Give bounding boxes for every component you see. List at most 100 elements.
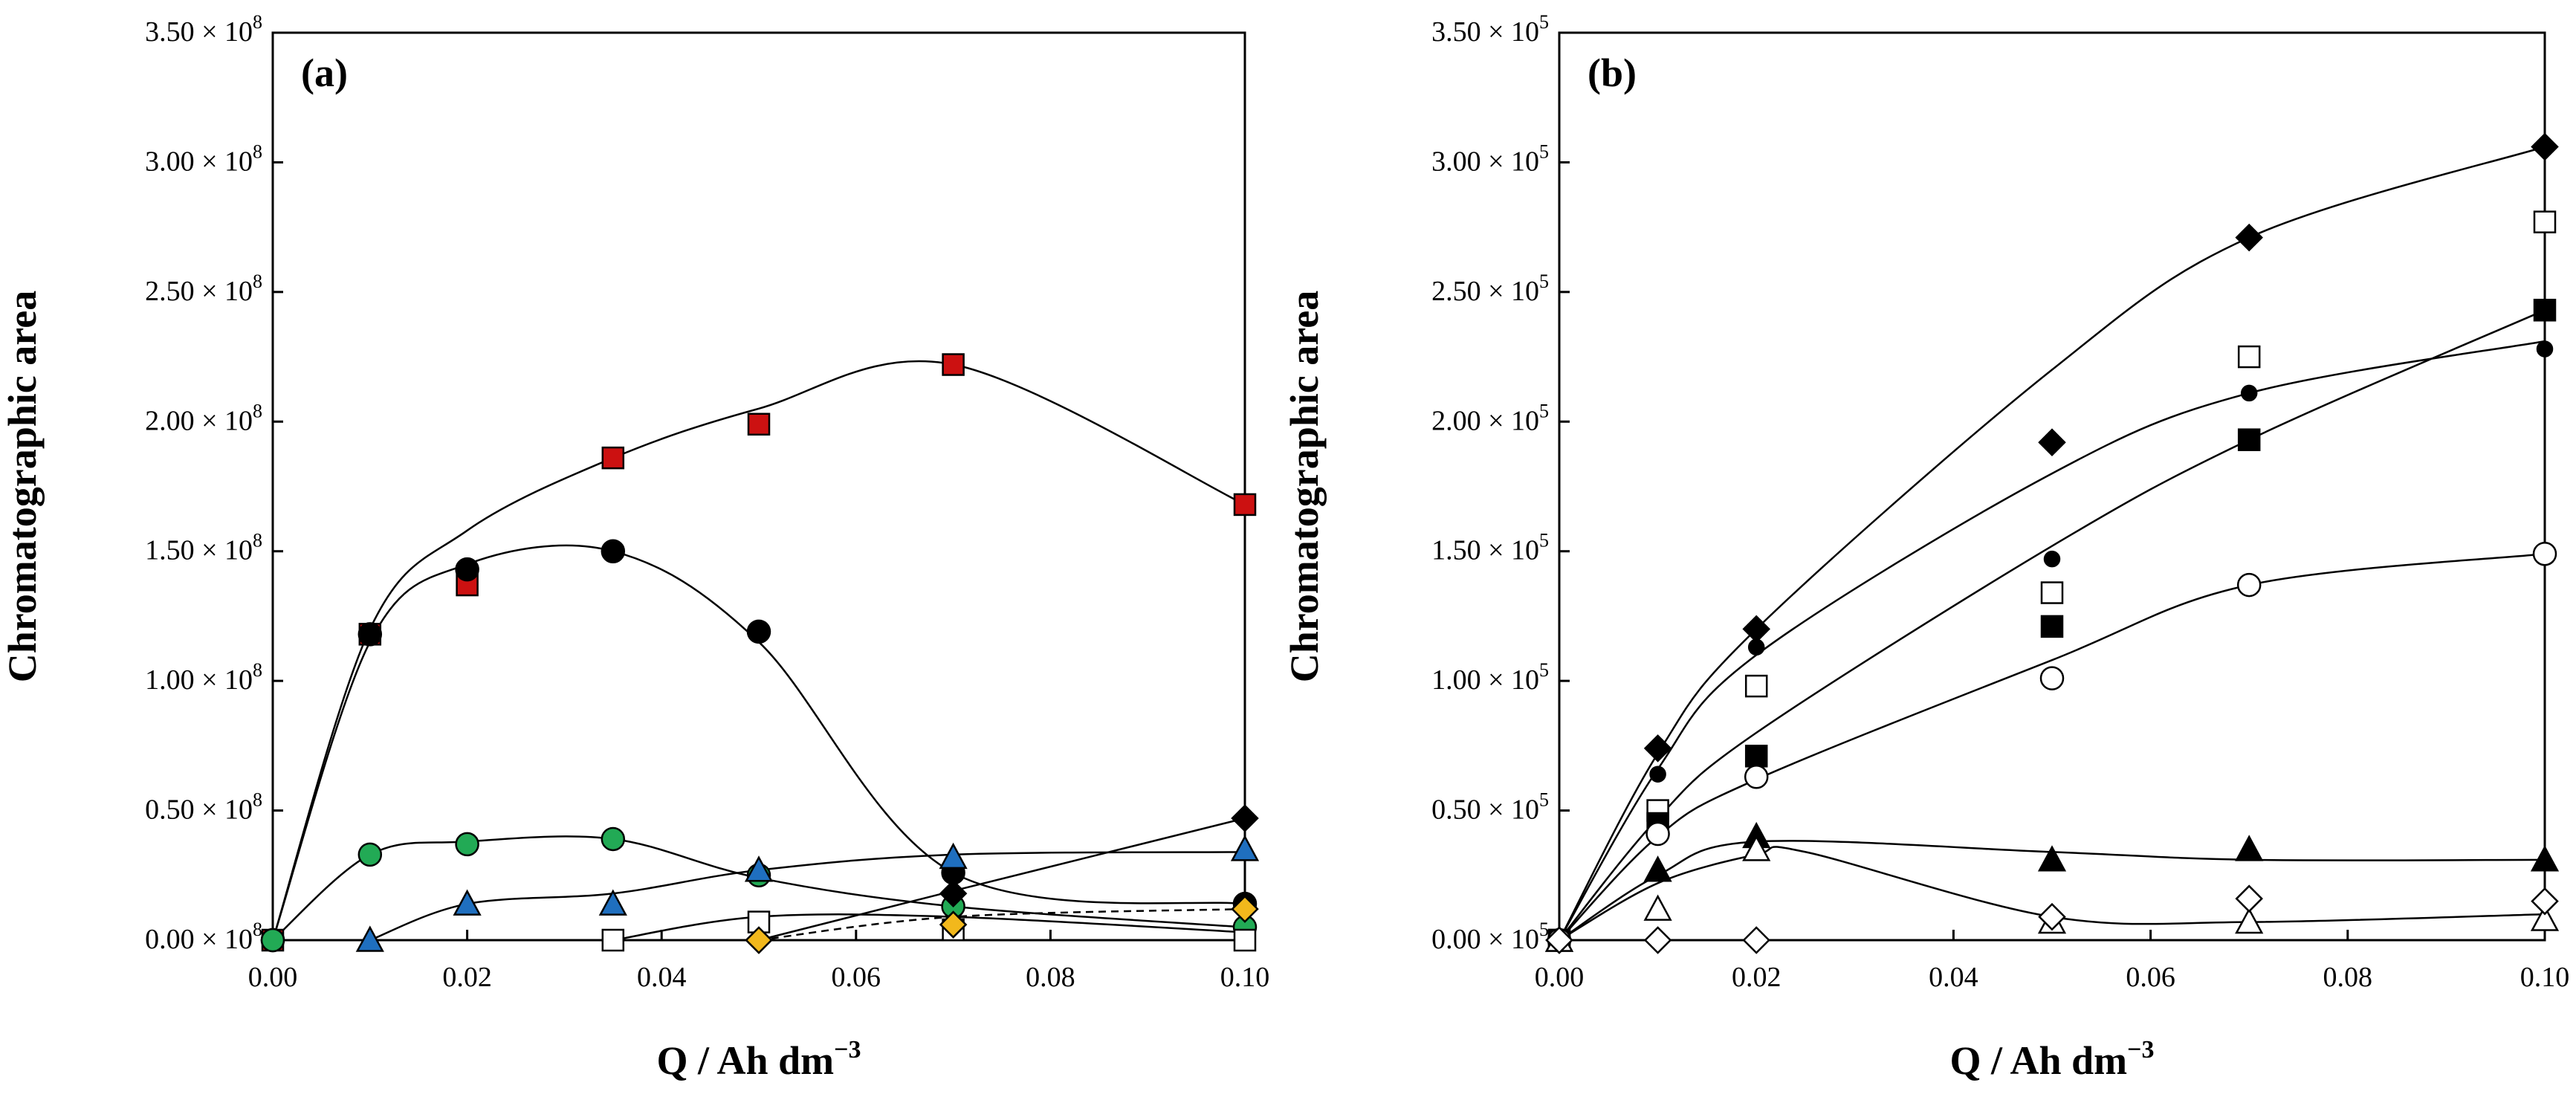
x-tick-label: 0.04 (637, 962, 687, 993)
data-point (455, 832, 479, 857)
data-point (357, 842, 383, 867)
y-axis-title: Chromatographic area (0, 291, 45, 682)
data-point (601, 928, 625, 952)
x-tick-label: 0.10 (1220, 962, 1270, 993)
data-point (2531, 132, 2559, 161)
data-point (2235, 835, 2264, 861)
data-point (453, 889, 482, 916)
data-point (942, 353, 965, 376)
data-point (1744, 674, 1768, 698)
data-point (1742, 835, 1771, 861)
y-tick-label: 3.00 × 108 (145, 140, 262, 177)
data-point (1231, 895, 1259, 923)
x-tick-label: 0.00 (248, 962, 298, 993)
y-tick-label: 0.00 × 108 (145, 919, 262, 955)
data-point (2533, 299, 2557, 322)
y-tick-label: 2.00 × 105 (1431, 400, 1549, 436)
data-point (2038, 428, 2066, 456)
series-open-square (1547, 210, 2557, 952)
data-point (1742, 926, 1770, 954)
data-point (2530, 845, 2560, 872)
y-tick-label: 3.50 × 108 (145, 11, 262, 48)
panel-label: (b) (1588, 51, 1637, 95)
plot-frame (271, 31, 1246, 942)
series-filled-diamond (1545, 132, 2559, 954)
data-point (1744, 745, 1768, 768)
data-point (2240, 384, 2258, 402)
data-point (455, 557, 479, 582)
data-point (260, 928, 285, 953)
data-point (1649, 766, 1666, 783)
x-tick-label: 0.02 (442, 962, 492, 993)
series-curve (1559, 552, 2546, 941)
plot-frame (1558, 31, 2546, 942)
data-point (2530, 904, 2560, 931)
y-tick-label: 3.50 × 105 (1431, 11, 1549, 48)
data-point (1233, 493, 1257, 517)
x-tick-label: 0.02 (1732, 962, 1781, 993)
data-point (601, 446, 625, 470)
data-point (355, 925, 384, 952)
x-tick-label: 0.10 (2520, 962, 2570, 993)
y-tick-label: 1.00 × 108 (145, 659, 262, 696)
y-tick-label: 0.50 × 108 (145, 789, 262, 826)
series-blue-triangle (355, 835, 1260, 952)
series-open-square (601, 910, 1257, 952)
data-point (357, 622, 383, 647)
data-point (2236, 572, 2262, 598)
data-point (2235, 223, 2263, 252)
data-point (744, 855, 774, 882)
panel-b: 0.00 × 105 0.50 × 105 1.00 × 105 1.50 × 105… (1282, 11, 2569, 1083)
data-point (2532, 541, 2557, 566)
data-point (746, 619, 771, 644)
data-point (2039, 666, 2065, 690)
x-tick-label: 0.04 (1929, 962, 1978, 993)
y-tick-label: 2.50 × 105 (1431, 271, 1549, 307)
data-point (2235, 907, 2264, 934)
y-tick-label: 2.50 × 108 (145, 271, 262, 307)
data-point (2237, 345, 2261, 369)
x-tick-label: 0.08 (1026, 962, 1075, 993)
data-point (2533, 210, 2557, 233)
data-point (1747, 638, 1765, 656)
series-curve (1558, 146, 2546, 941)
series-curve (1559, 846, 2546, 942)
data-point (747, 412, 771, 436)
data-point (2040, 615, 2064, 638)
data-point (1230, 835, 1260, 861)
data-point (1744, 764, 1769, 789)
x-axis-title: Q / Ah dm−3 (657, 1036, 861, 1083)
y-tick-label: 1.50 × 108 (145, 530, 262, 566)
series-open-circle (1547, 541, 2557, 953)
series-black-circle (260, 539, 1258, 953)
series-curve (271, 544, 1246, 941)
data-point (2038, 902, 2066, 931)
data-point (939, 842, 968, 870)
y-tick-label: 2.00 × 108 (145, 400, 262, 436)
data-point (1231, 804, 1259, 832)
data-point (2235, 884, 2263, 913)
y-tick-label: 1.50 × 105 (1431, 530, 1549, 566)
series-curve (612, 913, 1246, 942)
data-point (2536, 340, 2554, 357)
x-axis-title: Q / Ah dm−3 (1950, 1036, 2155, 1083)
y-tick-label: 3.00 × 105 (1431, 140, 1549, 177)
data-point (1643, 855, 1672, 882)
data-point (2043, 550, 2061, 568)
data-point (601, 539, 626, 563)
data-point (2040, 581, 2064, 604)
panel-a: 0.00 × 108 0.50 × 108 1.00 × 108 1.50 × 108… (0, 11, 1269, 1083)
data-point (1643, 926, 1672, 954)
data-point (1643, 894, 1672, 921)
panel-label: (a) (301, 51, 348, 95)
data-point (2237, 428, 2261, 451)
x-tick-label: 0.08 (2323, 962, 2373, 993)
y-axis-title: Chromatographic area (1282, 291, 1327, 682)
series-curve (758, 817, 1246, 942)
y-tick-label: 0.50 × 105 (1431, 789, 1549, 826)
y-tick-label: 1.00 × 105 (1431, 659, 1549, 696)
data-point (601, 826, 626, 852)
x-tick-label: 0.06 (832, 962, 881, 993)
y-tick-label: 0.00 × 105 (1431, 919, 1549, 955)
